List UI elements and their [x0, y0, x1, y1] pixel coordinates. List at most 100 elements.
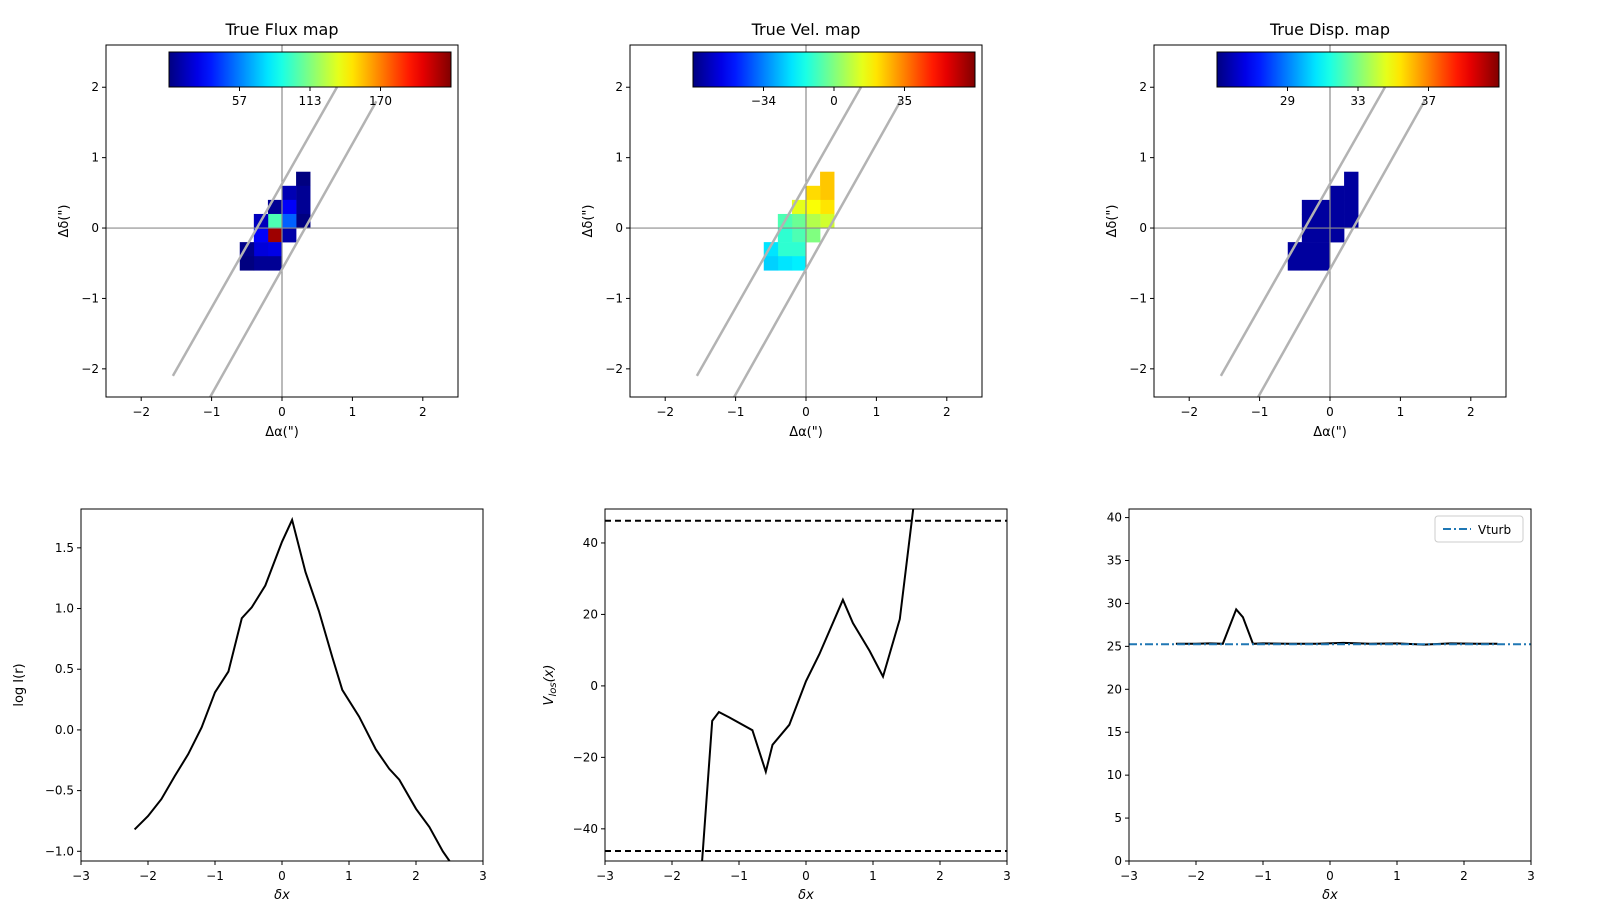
map-pixel: [791, 213, 807, 229]
y-tick-label: 40: [583, 536, 598, 550]
x-axis-label: δx: [274, 888, 290, 900]
x-tick-label: −2: [132, 405, 150, 419]
map-pixel: [791, 256, 807, 271]
map-pixel: [806, 199, 821, 215]
map-pixel: [777, 256, 793, 271]
colorbar-tick-label: 57: [232, 94, 247, 108]
map-panel-3: 29 33 37 −2 −2 −1 −1 0 0 1 1 2 2 True Disp. map Δα(") Δ…: [1105, 20, 1507, 440]
y-axis-label: Δδ("): [57, 205, 72, 238]
map-pixel: [296, 171, 311, 187]
map-pixel: [1344, 171, 1359, 187]
map-pixel: [1315, 256, 1331, 271]
x-tick-label: 0: [802, 869, 810, 883]
y-tick-label: −0.5: [45, 784, 74, 798]
chart-title: True Disp. map: [1269, 20, 1390, 39]
x-tick-label: −3: [596, 869, 614, 883]
colorbar-tick-label: 35: [897, 94, 912, 108]
y-tick-label: −1.0: [45, 844, 74, 858]
x-tick-label: −1: [203, 405, 221, 419]
chart-title: True Vel. map: [751, 20, 861, 39]
x-tick-label: 0: [1326, 405, 1334, 419]
y-tick-label: 1.0: [55, 602, 74, 616]
colorbar-tick-label: 37: [1421, 94, 1436, 108]
x-tick-label: −3: [72, 869, 90, 883]
slit-line: [733, 100, 902, 397]
slit-line: [1257, 100, 1426, 397]
legend-box: [1434, 515, 1524, 543]
x-tick-label: 1: [1397, 405, 1405, 419]
y-axis-label: Δδ("): [581, 205, 596, 238]
y-tick-label: −1: [81, 291, 99, 305]
map-pixel: [1330, 228, 1345, 243]
map-pixel: [1344, 185, 1359, 201]
y-tick-label: 0.5: [55, 662, 74, 676]
x-tick-label: 1: [873, 405, 881, 419]
x-tick-label: −1: [206, 869, 224, 883]
colorbar-tick-label: 33: [1350, 94, 1365, 108]
y-tick-label: −20: [573, 750, 598, 764]
x-axis-label: δx: [798, 888, 814, 900]
x-tick-label: −1: [727, 405, 745, 419]
series-line: [133, 516, 451, 861]
x-tick-label: 2: [1467, 405, 1475, 419]
map-pixel: [763, 256, 779, 271]
map-pixel: [253, 256, 269, 271]
map-pixel: [282, 199, 297, 215]
x-tick-label: 3: [1527, 869, 1535, 883]
x-tick-label: 0: [802, 405, 810, 419]
plot-frame: [80, 508, 484, 862]
y-tick-label: 0: [615, 221, 623, 235]
x-tick-label: −2: [656, 405, 674, 419]
map-pixel: [253, 228, 269, 243]
map-panel-2: −34 0 35 −2 −2 −1 −1 0 0 1 1 2 2 True Vel. map Δα(") Δδ…: [581, 20, 983, 440]
chart-title: True Flux map: [225, 20, 339, 39]
map-pixel: [253, 242, 269, 257]
x-tick-label: 1: [349, 405, 357, 419]
line-panel-1: −3 −2 −1 0 1 2 3 −1.0 −0.5 0.0 0.5 1.0 1.5 δx log I(r): [12, 508, 487, 900]
map-pixel: [267, 228, 283, 243]
y-tick-label: 1.5: [55, 541, 74, 555]
x-tick-label: 1: [869, 869, 877, 883]
x-tick-label: −2: [663, 869, 681, 883]
map-pixel: [777, 242, 793, 257]
colorbar: [692, 51, 976, 88]
y-tick-label: 10: [1107, 768, 1122, 782]
map-pixel: [1344, 199, 1359, 215]
y-tick-label: 0.0: [55, 723, 74, 737]
series-line: [701, 509, 915, 861]
x-tick-label: 0: [1326, 869, 1334, 883]
slit-line: [209, 100, 378, 397]
map-pixel: [777, 228, 793, 243]
map-pixel: [282, 228, 297, 243]
x-tick-label: 1: [345, 869, 353, 883]
y-tick-label: 1: [615, 151, 623, 165]
map-pixel: [806, 213, 821, 229]
plot-frame: [604, 508, 1008, 862]
y-tick-label: 40: [1107, 511, 1122, 525]
y-tick-label: −40: [573, 822, 598, 836]
colorbar: [168, 51, 452, 88]
map-pixel: [239, 256, 255, 271]
map-pixel: [267, 256, 283, 271]
map-pixel: [1315, 242, 1331, 257]
y-tick-label: −2: [1129, 362, 1147, 376]
colorbar-tick-label: 113: [299, 94, 322, 108]
x-tick-label: 2: [943, 405, 951, 419]
y-axis-label: Δδ("): [1105, 205, 1120, 238]
x-tick-label: −2: [139, 869, 157, 883]
y-tick-label: 1: [91, 151, 99, 165]
colorbar-tick-label: 170: [369, 94, 392, 108]
y-tick-label: 30: [1107, 596, 1122, 610]
map-plot-area: [106, 45, 458, 397]
map-pixel: [1315, 213, 1331, 229]
map-pixel: [282, 185, 297, 201]
x-axis-label: Δα("): [265, 425, 299, 440]
y-tick-label: 35: [1107, 554, 1122, 568]
map-pixel: [820, 199, 835, 215]
y-tick-label: 0: [1139, 221, 1147, 235]
map-pixel: [296, 185, 311, 201]
x-tick-label: −2: [1180, 405, 1198, 419]
map-pixel: [1287, 256, 1303, 271]
line-plot-area: [605, 509, 1007, 861]
